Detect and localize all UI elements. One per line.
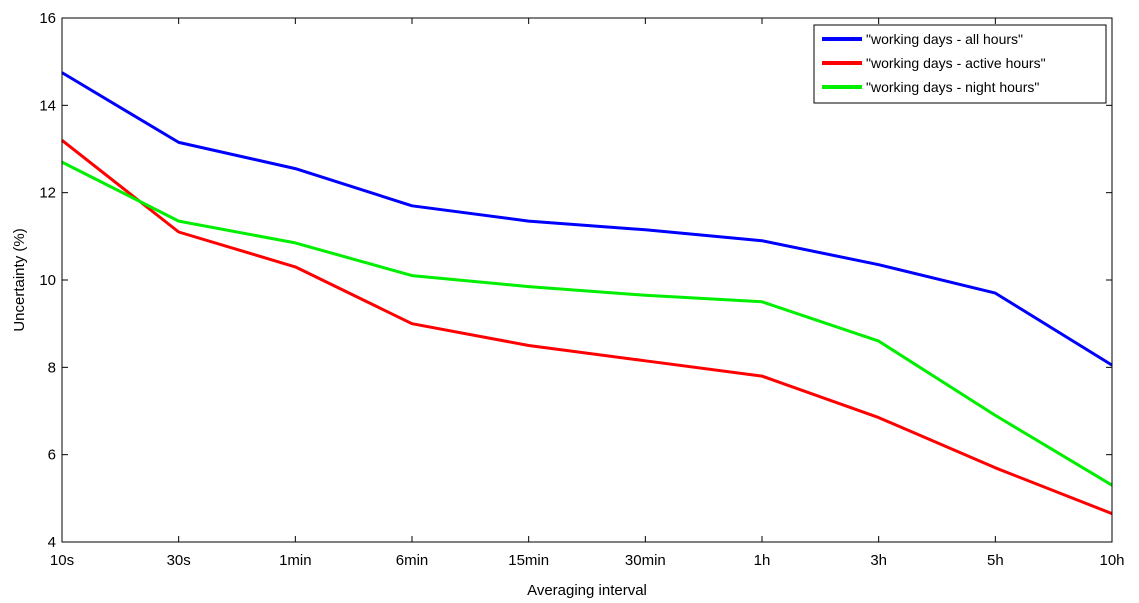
x-tick-label: 5h: [987, 552, 1004, 569]
y-axis-label: Uncertainty (%): [11, 228, 28, 331]
x-tick-label: 6min: [396, 552, 429, 569]
series-line-1: [61, 71, 1113, 367]
x-tick-label: 1h: [754, 552, 771, 569]
x-tick-label: 30min: [625, 552, 666, 569]
legend-box: [813, 24, 1107, 104]
x-tick-label: 30s: [167, 552, 191, 569]
series-line-2: [61, 139, 1113, 515]
x-axis-label: Averaging interval: [527, 582, 647, 599]
y-tick-label: 4: [48, 534, 56, 551]
x-tick-label: 10h: [1099, 552, 1124, 569]
series-layer: [61, 71, 1113, 515]
series-line-3: [61, 160, 1113, 487]
legend-label: "working days - night hours": [866, 79, 1039, 95]
x-tick-label: 1min: [279, 552, 312, 569]
y-tick-label: 8: [48, 359, 56, 376]
ticks-layer: 10s 30s 1min 6min 15min 30min 1h 3h 5h 10h 4 6 8 10 12…: [39, 10, 1124, 569]
y-tick-label: 12: [39, 185, 56, 202]
x-tick-label: 10s: [50, 552, 74, 569]
legend: "working days - all hours" "working days …: [813, 24, 1107, 104]
y-tick-label: 10: [39, 272, 56, 289]
x-tick-label: 3h: [870, 552, 887, 569]
y-tick-label: 6: [48, 447, 56, 464]
legend-label: "working days - active hours": [866, 55, 1046, 71]
y-tick-label: 16: [39, 10, 56, 27]
legend-label: "working days - all hours": [866, 31, 1023, 47]
y-tick-label: 14: [39, 97, 56, 114]
x-tick-label: 15min: [508, 552, 549, 569]
